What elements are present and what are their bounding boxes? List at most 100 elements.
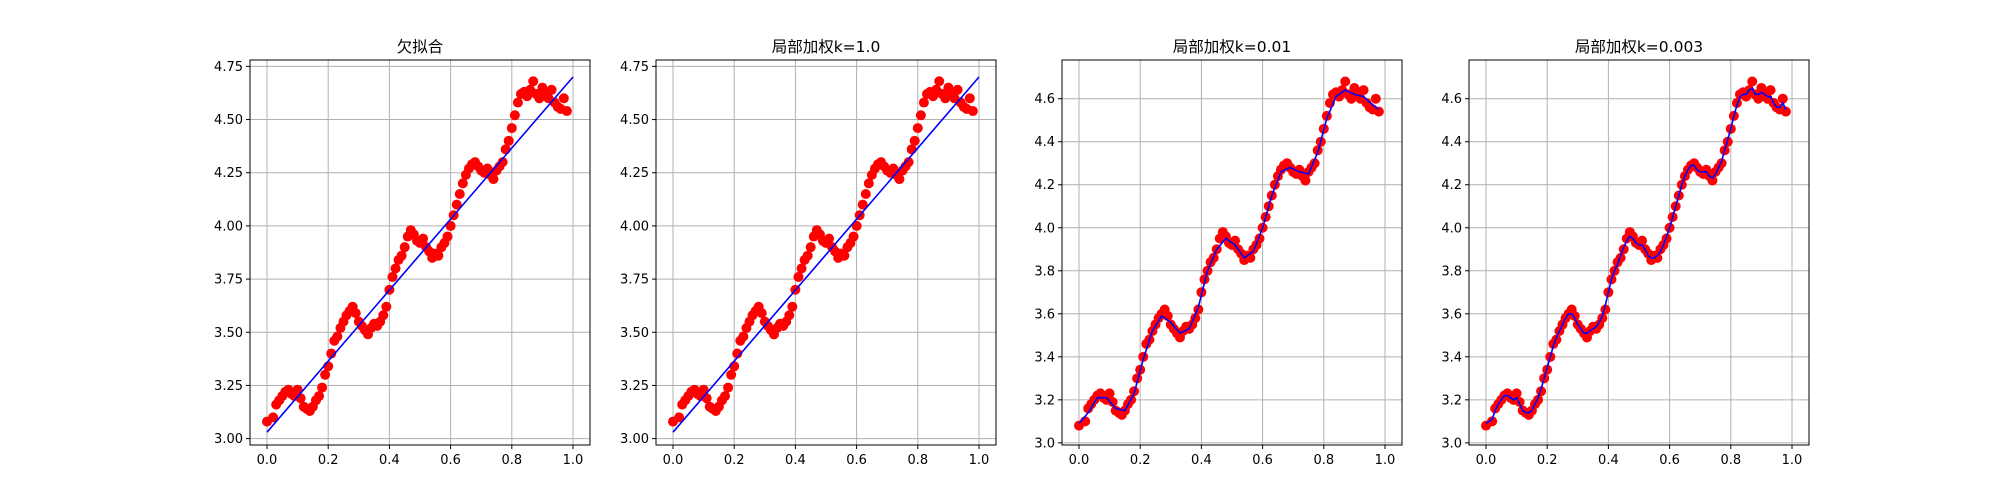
data-point [964,93,975,104]
y-tick-label: 3.50 [620,326,649,341]
y-tick-label: 4.4 [1441,135,1462,150]
fit-line [266,76,574,433]
data-point [967,106,978,117]
x-tick-label: 0.4 [785,453,806,468]
x-tick-label: 0.8 [907,453,928,468]
data-point [793,271,804,282]
data-point [1511,388,1522,399]
x-tick-label: 0.8 [1313,453,1334,468]
data-point [863,178,874,189]
x-tick-label: 0.8 [501,453,522,468]
panel-title: 局部加权k=1.0 [772,38,881,56]
data-point [726,369,737,380]
data-point [912,123,923,134]
data-point [506,123,517,134]
data-point [292,384,303,395]
y-tick-label: 4.2 [1441,178,1462,193]
data-point [787,301,798,312]
data-point [509,110,520,121]
data-point [756,308,767,319]
data-point [454,189,465,200]
data-point [317,382,328,393]
data-point [851,220,862,231]
data-point [418,233,429,244]
panel-title: 局部加权k=0.003 [1575,38,1703,56]
x-tick-label: 0.4 [1598,453,1619,468]
y-tick-label: 4.6 [1441,92,1462,107]
x-tick-label: 0.0 [257,453,278,468]
y-tick-label: 4.4 [1034,135,1055,150]
data-point [503,135,514,146]
data-point [720,391,731,402]
panel-title: 欠拟合 [397,38,444,56]
y-tick-label: 3.00 [214,432,243,447]
x-tick-label: 0.0 [1069,453,1090,468]
y-tick-label: 4.50 [214,113,243,128]
y-tick-label: 3.0 [1441,436,1462,451]
data-point [860,189,871,200]
y-tick-label: 3.6 [1441,307,1462,322]
data-point [839,250,850,261]
y-tick-label: 3.4 [1441,350,1462,365]
data-point [732,348,743,359]
x-tick-label: 0.6 [440,453,461,468]
fit-line [1078,89,1380,425]
y-tick-label: 3.25 [214,379,243,394]
fit-line [1485,86,1787,425]
data-point [1707,175,1718,186]
data-point [915,110,926,121]
data-point [332,331,343,342]
data-point [442,231,453,242]
data-point [894,174,905,185]
axes-frame [1061,59,1403,446]
data-point [320,369,331,380]
data-point [561,106,572,117]
data-point [457,178,468,189]
x-tick-label: 0.0 [663,453,684,468]
data-point [1370,93,1381,104]
data-point [802,250,813,261]
data-point [723,382,734,393]
data-point [1300,175,1311,186]
x-tick-label: 0.2 [318,453,339,468]
data-point [1780,106,1791,117]
data-point [918,97,929,108]
x-tick-label: 0.4 [1191,453,1212,468]
y-tick-label: 3.2 [1441,393,1462,408]
x-tick-label: 1.0 [1375,453,1396,468]
y-tick-label: 4.0 [1441,221,1462,236]
y-tick-label: 3.75 [620,273,649,288]
data-point [546,84,557,95]
axes-frame [1468,59,1810,446]
data-point [445,220,456,231]
y-tick-label: 4.25 [620,166,649,181]
subplot-4: 局部加权k=0.003 0.0 0.2 0.4 0.6 0.8 1.0 3.0 3.2 3.4 3… [1441,38,1810,468]
data-point [381,301,392,312]
data-point [848,231,859,242]
data-point [558,93,569,104]
y-tick-label: 4.00 [620,219,649,234]
y-tick-label: 4.6 [1034,92,1055,107]
data-point [1132,373,1143,384]
data-point [738,331,749,342]
x-tick-label: 0.6 [1252,453,1273,468]
data-point [314,391,325,402]
subplot-1: 欠拟合 0.0 0.2 0.4 0.6 0.8 1.0 3.00 3.25 3.50 3.75 4.… [214,38,591,468]
data-point [1373,106,1384,117]
data-point [387,271,398,282]
data-point [1358,85,1369,96]
panel-title: 局部加权k=0.01 [1173,38,1291,56]
y-tick-label: 4.75 [620,60,649,75]
x-tick-label: 1.0 [1782,453,1803,468]
y-tick-label: 3.8 [1034,264,1055,279]
axes-frame [655,59,997,446]
y-tick-label: 3.8 [1441,264,1462,279]
data-point [497,157,508,168]
data-point [857,199,868,210]
subplot-3: 局部加权k=0.01 0.0 0.2 0.4 0.6 0.8 1.0 3.0 3.2 3.4 3.… [1034,38,1403,468]
y-tick-label: 3.6 [1034,307,1055,322]
data-point [528,76,539,87]
x-tick-label: 0.0 [1476,453,1497,468]
y-tick-label: 3.00 [620,432,649,447]
